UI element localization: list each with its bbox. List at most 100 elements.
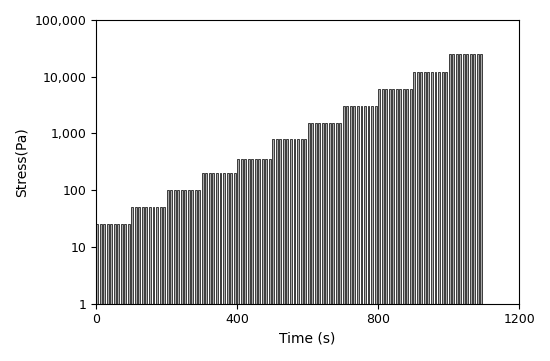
Bar (431, 72, 433, 361)
Bar (255, 159, 257, 361)
Bar (177, 190, 179, 361)
Bar (262, 159, 264, 361)
Bar (354, 106, 355, 361)
Bar (301, 139, 302, 361)
Bar (258, 159, 260, 361)
Bar (117, 225, 119, 361)
Bar (434, 72, 437, 361)
Bar (445, 72, 447, 361)
X-axis label: Time (s): Time (s) (279, 332, 336, 346)
Bar (142, 207, 144, 361)
Bar (371, 106, 373, 361)
Bar (265, 159, 267, 361)
Bar (427, 72, 430, 361)
Bar (269, 159, 271, 361)
Bar (325, 123, 327, 361)
Bar (219, 173, 222, 361)
Bar (251, 159, 253, 361)
Bar (463, 54, 465, 361)
Bar (181, 190, 183, 361)
Bar (167, 190, 169, 361)
Bar (438, 72, 440, 361)
Bar (307, 123, 310, 361)
Bar (318, 123, 320, 361)
Bar (410, 89, 412, 361)
Bar (279, 139, 282, 361)
Bar (124, 225, 126, 361)
Bar (343, 106, 345, 361)
Bar (195, 190, 197, 361)
Bar (212, 173, 214, 361)
Bar (477, 54, 478, 361)
Bar (290, 139, 292, 361)
Bar (392, 89, 394, 361)
Bar (114, 225, 116, 361)
Bar (406, 89, 408, 361)
Bar (332, 123, 334, 361)
Bar (135, 207, 137, 361)
Bar (202, 173, 204, 361)
Bar (244, 159, 246, 361)
Bar (156, 207, 158, 361)
Bar (378, 89, 380, 361)
Bar (357, 106, 359, 361)
Bar (385, 89, 387, 361)
Bar (304, 139, 306, 361)
Bar (364, 106, 366, 361)
Bar (375, 106, 377, 361)
Bar (146, 207, 147, 361)
Bar (100, 225, 102, 361)
Bar (103, 225, 105, 361)
Bar (248, 159, 250, 361)
Bar (389, 89, 390, 361)
Bar (382, 89, 383, 361)
Bar (452, 54, 454, 361)
Bar (237, 159, 239, 361)
Bar (294, 139, 295, 361)
Bar (283, 139, 285, 361)
Bar (311, 123, 313, 361)
Bar (360, 106, 362, 361)
Bar (272, 139, 274, 361)
Bar (149, 207, 151, 361)
Bar (417, 72, 419, 361)
Bar (184, 190, 186, 361)
Bar (322, 123, 324, 361)
Bar (188, 190, 190, 361)
Bar (163, 207, 165, 361)
Bar (96, 225, 98, 361)
Bar (336, 123, 338, 361)
Bar (199, 190, 200, 361)
Bar (152, 207, 155, 361)
Bar (424, 72, 426, 361)
Bar (230, 173, 232, 361)
Bar (227, 173, 228, 361)
Bar (160, 207, 162, 361)
Bar (276, 139, 278, 361)
Bar (346, 106, 348, 361)
Bar (367, 106, 370, 361)
Bar (329, 123, 331, 361)
Bar (297, 139, 299, 361)
Bar (466, 54, 468, 361)
Bar (287, 139, 288, 361)
Bar (174, 190, 175, 361)
Bar (209, 173, 211, 361)
Bar (315, 123, 317, 361)
Bar (339, 123, 342, 361)
Y-axis label: Stress(Pa): Stress(Pa) (15, 127, 29, 197)
Bar (170, 190, 172, 361)
Bar (223, 173, 225, 361)
Bar (470, 54, 472, 361)
Bar (241, 159, 243, 361)
Bar (139, 207, 140, 361)
Bar (191, 190, 193, 361)
Bar (414, 72, 415, 361)
Bar (474, 54, 475, 361)
Bar (420, 72, 422, 361)
Bar (403, 89, 405, 361)
Bar (350, 106, 352, 361)
Bar (459, 54, 461, 361)
Bar (205, 173, 207, 361)
Bar (456, 54, 458, 361)
